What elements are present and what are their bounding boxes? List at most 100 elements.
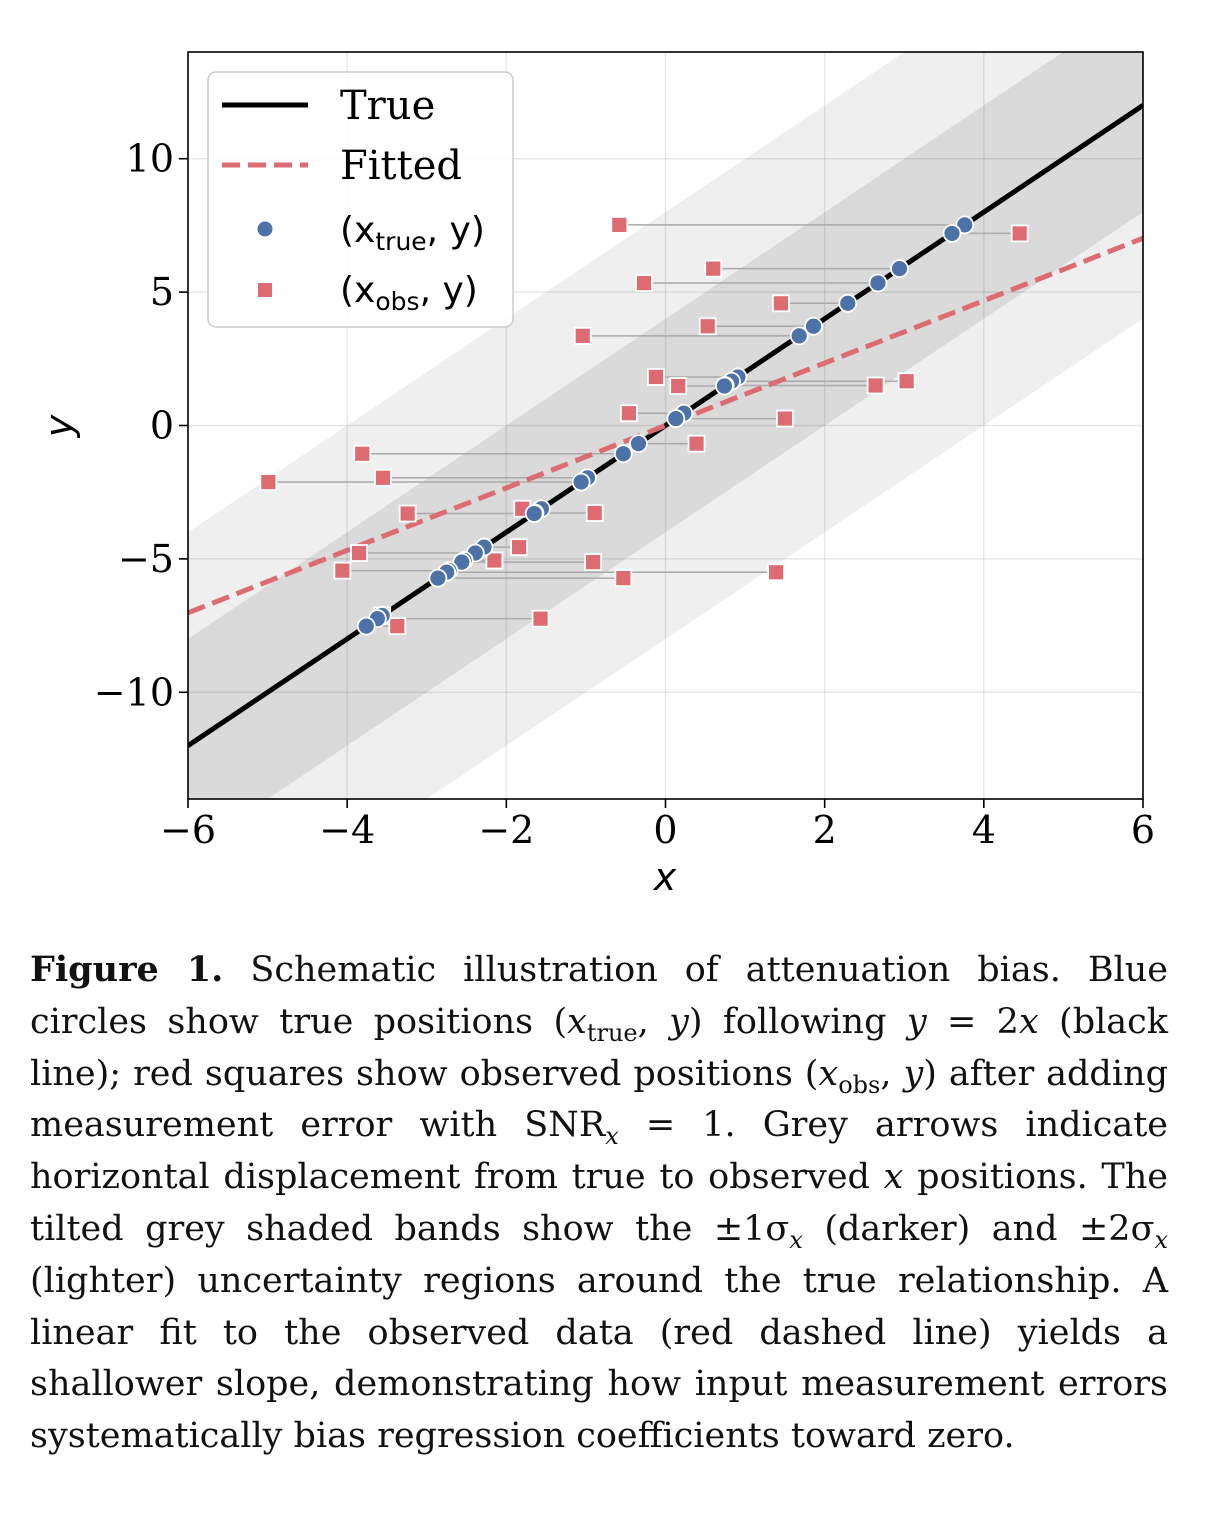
legend-xtrue-prefix: (x [340, 210, 375, 251]
observed-point [771, 294, 790, 313]
observed-point [1010, 224, 1029, 243]
x-tick-label: 4 [972, 808, 996, 852]
caption-text-6: ) after adding measurement error with SN… [30, 1053, 1168, 1146]
legend-xobs-suffix: , y) [420, 270, 478, 311]
caption-eq-x: x [1018, 1001, 1039, 1042]
y-tick-label: 10 [126, 137, 174, 181]
observed-point [353, 444, 372, 463]
y-tick-label: 0 [150, 404, 174, 448]
caption-label: Figure 1. [30, 949, 224, 990]
true-point [890, 259, 909, 279]
true-point [714, 376, 734, 396]
observed-point [619, 404, 638, 423]
observed-point [704, 259, 723, 278]
x-tick-label: −6 [160, 808, 216, 852]
observed-point [687, 434, 706, 453]
observed-point [259, 473, 278, 491]
observed-point [614, 569, 633, 588]
observed-point [485, 551, 504, 570]
true-point [838, 293, 858, 313]
caption-text-10: (lighter) uncertainty regions around the… [30, 1260, 1168, 1457]
caption-text-7: = 1. Grey arrows indicate horizontal dis… [30, 1105, 1168, 1198]
x-tick-label: 2 [813, 808, 837, 852]
observed-point [767, 563, 786, 582]
legend-fitted-label: Fitted [340, 143, 462, 189]
legend-xtrue-sub: true [375, 227, 426, 256]
legend-xobs-marker [258, 283, 272, 297]
observed-point [531, 609, 550, 628]
observed-point [388, 617, 407, 636]
true-point [666, 409, 686, 428]
caption-text-4: (black line); red squares show observed … [30, 1001, 1168, 1094]
legend: True Fitted (xtrue, y) (xobs, y) [207, 71, 514, 328]
caption-true-sub: true [586, 1018, 638, 1047]
observed-point [669, 377, 688, 395]
caption-text-2: , [637, 1001, 670, 1042]
true-line [188, 103, 1143, 748]
true-point [955, 215, 975, 235]
observed-point [635, 274, 653, 292]
observed-point [775, 409, 794, 428]
legend-xtrue-suffix: , y) [427, 210, 485, 251]
observed-point [573, 326, 592, 345]
caption-x-obs-var: x [818, 1053, 839, 1094]
caption-snr-sub: x [605, 1122, 619, 1151]
caption-text-9: (darker) and ±2σ [802, 1208, 1155, 1249]
true-point [452, 552, 472, 572]
observed-point [610, 215, 629, 234]
caption-x-true-var: x [567, 1001, 587, 1042]
observed-point [698, 317, 717, 336]
true-point [571, 472, 591, 492]
legend-xobs-label: (xobs, y) [340, 270, 478, 316]
caption-text-3: ) following [688, 1001, 907, 1042]
observed-point [398, 504, 417, 523]
observed-point [510, 538, 528, 557]
legend-box [207, 71, 514, 328]
y-tick-label: −5 [118, 537, 174, 581]
x-axis-label: x [653, 855, 677, 899]
true-point [613, 444, 633, 464]
observed-point [647, 368, 665, 386]
legend-xobs-sub: obs [375, 287, 419, 316]
observed-point [374, 468, 392, 487]
true-point [524, 504, 544, 523]
true-point [356, 616, 376, 636]
legend-xtrue-label: (xtrue, y) [340, 210, 485, 256]
x-tick-label: −2 [478, 808, 534, 852]
true-point [629, 434, 648, 454]
legend-xtrue-marker [257, 221, 273, 237]
true-point [789, 326, 809, 346]
observed-point [350, 544, 369, 562]
observed-point [897, 372, 916, 391]
true-point [868, 273, 888, 293]
true-point [428, 568, 448, 588]
caption-sigma-sub-1: x [789, 1225, 803, 1254]
y-tick-label: −10 [94, 670, 174, 714]
caption-y-var: y [669, 1001, 689, 1042]
fitted-line [188, 235, 1143, 616]
observed-point [333, 561, 352, 580]
x-tick-label: 0 [653, 808, 677, 852]
caption-obs-sub: obs [838, 1070, 881, 1099]
true-point [804, 316, 823, 336]
caption-text-1: Schematic illustration of attenuation bi… [30, 950, 1168, 1042]
caption-x-var-3: x [883, 1157, 904, 1198]
caption-sigma-sub-2: x [1154, 1225, 1169, 1254]
observed-point [584, 553, 602, 571]
x-tick-label: −4 [319, 808, 375, 852]
caption-eq-y: y [906, 1001, 927, 1042]
observed-point [585, 504, 604, 522]
y-tick-label: 5 [150, 270, 174, 314]
caption-text-5: , [880, 1053, 904, 1094]
chart: −6 −4 −2 0 2 4 6 −10 −5 0 5 10 x y True Fitted (xtr… [37, 51, 1155, 899]
figure-caption: Figure 1. Schematic illustration of atte… [30, 944, 1168, 1463]
y-axis-label: y [37, 414, 81, 438]
caption-text-8: positions. The tilted grey shaded bands … [30, 1157, 1168, 1249]
observed-point [866, 376, 885, 395]
true-point [942, 224, 962, 243]
legend-true-label: True [340, 83, 435, 129]
caption-y-var-2: y [903, 1053, 924, 1094]
figure-panel: −6 −4 −2 0 2 4 6 −10 −5 0 5 10 x y True Fitted (xtr… [37, 51, 1155, 899]
legend-xobs-prefix: (x [340, 270, 375, 311]
caption-eq-mid: = 2 [926, 1001, 1019, 1042]
